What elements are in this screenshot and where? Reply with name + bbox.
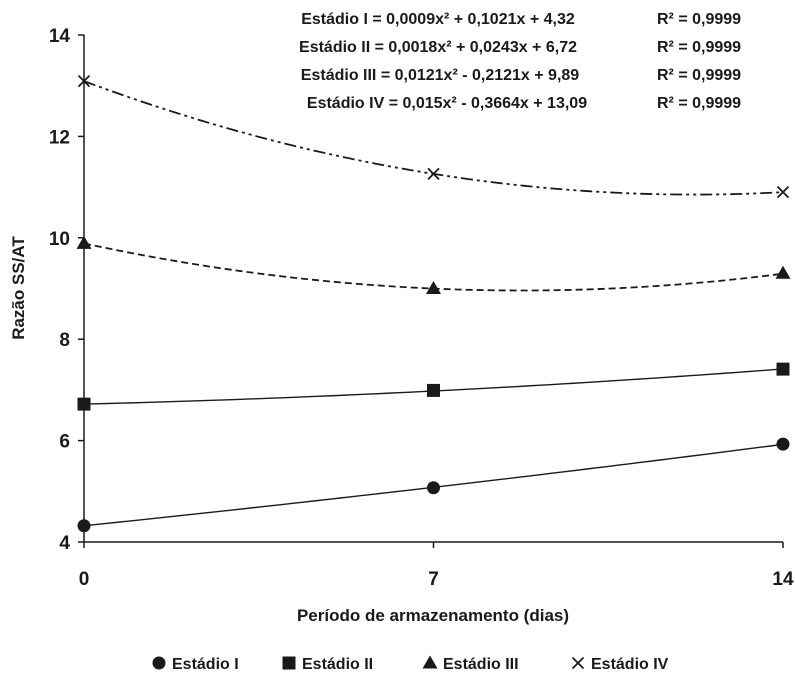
legend-item-2: Estádio II <box>282 656 373 673</box>
legend-item-1: Estádio I <box>152 656 239 673</box>
series-3-point <box>775 265 791 279</box>
y-axis-title: Razão SS/AT <box>9 236 28 340</box>
r-squared-3: R² = 0,9999 <box>657 67 741 84</box>
series-2-point <box>427 383 440 397</box>
x-tick-label: 14 <box>772 569 794 590</box>
series-3 <box>76 235 791 294</box>
r-squared-4: R² = 0,9999 <box>657 95 741 112</box>
legend-label-3: Estádio III <box>443 656 519 673</box>
series-4-point <box>427 167 440 181</box>
series-2 <box>77 362 790 411</box>
equation-3: Estádio III = 0,0121x² - 0,2121x + 9,89 <box>301 67 580 84</box>
y-tick-label: 6 <box>59 432 70 453</box>
y-tick-label: 4 <box>59 533 70 554</box>
y-tick-label: 10 <box>49 229 70 250</box>
legend-marker-4 <box>571 656 585 670</box>
series-1-point <box>776 437 790 451</box>
series-4-point <box>776 186 790 199</box>
y-tick-label: 14 <box>49 26 71 47</box>
series-3-point <box>426 281 441 294</box>
legend-item-4: Estádio IV <box>571 656 669 673</box>
series-layer <box>76 75 791 533</box>
legend-marker-2 <box>282 656 296 670</box>
series-2-point <box>776 362 790 376</box>
y-tick-label: 8 <box>59 330 70 351</box>
x-ticks: 0 7 14 <box>79 542 794 590</box>
legend-item-3: Estádio III <box>422 655 519 673</box>
y-tick-label: 12 <box>49 127 70 148</box>
r-squared-1: R² = 0,9999 <box>657 11 741 28</box>
equation-4: Estádio IV = 0,015x² - 0,3664x + 13,09 <box>307 95 587 112</box>
series-2-point <box>77 397 91 411</box>
legend-label-4: Estádio IV <box>591 656 669 673</box>
series-4-point-stroke-b <box>77 75 91 88</box>
equation-1: Estádio I = 0,0009x² + 0,1021x + 4,32 <box>301 11 575 28</box>
series-1 <box>77 437 790 533</box>
r-squared-2: R² = 0,9999 <box>657 39 741 56</box>
y-ticks: 4 6 8 10 12 14 <box>49 26 84 554</box>
series-1-point <box>427 481 440 495</box>
legend-label-1: Estádio I <box>172 656 239 673</box>
legend-marker-3 <box>422 655 438 669</box>
legend-marker-1 <box>152 656 166 670</box>
legend-label-2: Estádio II <box>302 656 373 673</box>
x-axis-title: Período de armazenamento (dias) <box>297 606 569 625</box>
legend: Estádio I Estádio II Estádio III Estádio IV <box>152 655 669 673</box>
legend-marker-4-stroke-b <box>571 656 585 670</box>
series-4-point <box>77 75 91 88</box>
series-4-point-stroke-b <box>427 167 440 181</box>
series-1-point <box>77 519 91 533</box>
equation-2: Estádio II = 0,0018x² + 0,0243x + 6,72 <box>299 39 577 56</box>
x-tick-label: 0 <box>79 569 90 590</box>
x-tick-label: 7 <box>428 569 439 590</box>
equations: Estádio I = 0,0009x² + 0,1021x + 4,32 R² … <box>299 11 741 112</box>
series-3-point <box>76 235 92 249</box>
series-4-point-stroke-b <box>776 186 790 199</box>
series-4 <box>77 75 790 199</box>
